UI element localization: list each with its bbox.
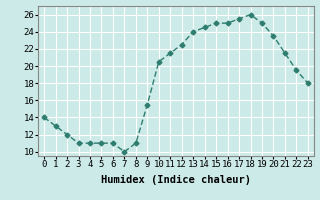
X-axis label: Humidex (Indice chaleur): Humidex (Indice chaleur) — [101, 175, 251, 185]
